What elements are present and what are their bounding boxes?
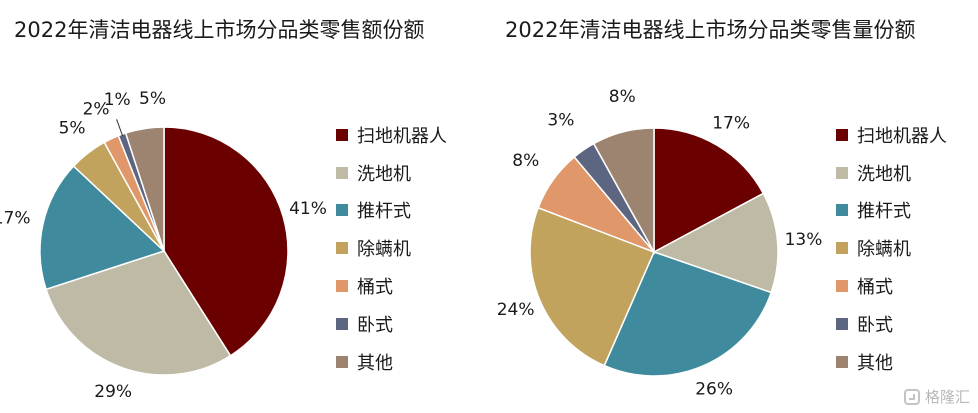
legend-label: 扫地机器人: [857, 125, 947, 147]
legend-item: 推杆式: [336, 192, 447, 230]
legend-label: 推杆式: [357, 201, 411, 223]
legend-label: 扫地机器人: [357, 125, 447, 147]
chart-title: 2022年清洁电器线上市场分品类零售量份额: [505, 18, 916, 42]
legend-swatch: [836, 280, 848, 293]
pie-chart-sales-volume: 17% 13% 26% 24% 8% 3% 8%: [497, 87, 823, 400]
data-label-2: 29%: [94, 382, 132, 402]
legend-swatch: [836, 128, 848, 141]
legend-item: 洗地机: [836, 154, 947, 192]
legend-label: 卧式: [357, 314, 393, 336]
legend-swatch: [336, 204, 348, 217]
data-label-3: 17%: [0, 208, 30, 228]
legend-item: 其他: [836, 343, 947, 381]
legend-item: 其他: [336, 343, 447, 381]
legend-label: 其他: [357, 352, 393, 374]
legend-swatch: [836, 242, 848, 255]
legend-label: 桶式: [857, 277, 893, 299]
leader-line: [116, 119, 124, 137]
legend-item: 扫地机器人: [836, 116, 947, 154]
legend-swatch: [336, 242, 348, 255]
data-label-4: 5%: [59, 119, 86, 139]
chart-panel-sales-volume: 2022年清洁电器线上市场分品类零售量份额 17% 13% 26% 24% 8% 3% 8%…: [489, 0, 978, 413]
chart-title: 2022年清洁电器线上市场分品类零售额份额: [14, 18, 425, 42]
data-label-3: 26%: [695, 379, 733, 399]
legend-label: 其他: [857, 352, 893, 374]
data-label-7: 8%: [609, 87, 636, 107]
data-label-1: 41%: [289, 199, 327, 219]
pie-slice-4: [529, 206, 656, 367]
data-label-7: 5%: [139, 89, 166, 109]
legend-label: 洗地机: [857, 163, 911, 185]
legend-swatch: [836, 204, 848, 217]
legend-item: 卧式: [336, 305, 447, 343]
chart-panel-sales-value: 2022年清洁电器线上市场分品类零售额份额 41%29%17%5%2%1%5% …: [0, 18, 447, 402]
data-label-1: 17%: [712, 113, 750, 133]
pie-slice-3: [39, 165, 166, 291]
legend-label: 洗地机: [357, 163, 411, 185]
legend-label: 卧式: [857, 314, 893, 336]
legend-swatch: [336, 166, 348, 179]
pie-slice-7: [592, 127, 655, 255]
data-label-4: 24%: [497, 300, 535, 320]
legend-label: 除螨机: [857, 239, 911, 261]
data-label-5: 8%: [512, 151, 539, 171]
legend-label: 桶式: [357, 277, 393, 299]
legend-item: 桶式: [836, 267, 947, 305]
legend-item: 除螨机: [836, 229, 947, 267]
data-label-6: 3%: [547, 110, 574, 130]
legend-item: 除螨机: [336, 229, 447, 267]
legend-swatch: [836, 166, 848, 179]
data-label-5: 2%: [83, 99, 110, 119]
legend-swatch: [836, 317, 848, 330]
legend-item: 卧式: [836, 305, 947, 343]
legend-item: 桶式: [336, 267, 447, 305]
pie-slice-2: [45, 250, 232, 376]
legend-swatch: [836, 355, 848, 368]
watermark: 格隆汇: [903, 386, 970, 407]
data-label-2: 13%: [785, 230, 823, 250]
watermark-logo-icon: [903, 388, 920, 405]
legend: 扫地机器人洗地机推杆式除螨机桶式卧式其他: [336, 116, 447, 381]
legend-swatch: [336, 317, 348, 330]
pie-chart-sales-value: 41%29%17%5%2%1%5%: [0, 89, 327, 402]
legend-label: 除螨机: [357, 239, 411, 261]
pie-slice-2: [652, 192, 779, 294]
legend: 扫地机器人洗地机推杆式除螨机桶式卧式其他: [836, 116, 947, 381]
pie-slice-3: [603, 251, 773, 377]
pie-slice-7: [124, 126, 165, 252]
legend-swatch: [336, 280, 348, 293]
data-label-6: 1%: [104, 90, 131, 110]
legend-item: 推杆式: [836, 192, 947, 230]
legend-swatch: [336, 128, 348, 141]
legend-item: 扫地机器人: [336, 116, 447, 154]
legend-item: 洗地机: [336, 154, 447, 192]
legend-swatch: [336, 355, 348, 368]
legend-label: 推杆式: [857, 201, 911, 223]
pie-slice-1: [653, 127, 765, 254]
watermark-text: 格隆汇: [924, 388, 970, 406]
